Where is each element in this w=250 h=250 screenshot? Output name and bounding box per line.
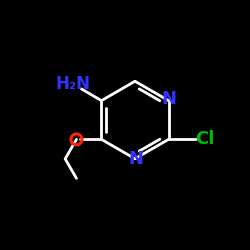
Text: Cl: Cl [195,130,214,148]
Text: N: N [161,90,176,108]
Text: N: N [129,150,144,168]
Text: H₂N: H₂N [56,75,91,93]
